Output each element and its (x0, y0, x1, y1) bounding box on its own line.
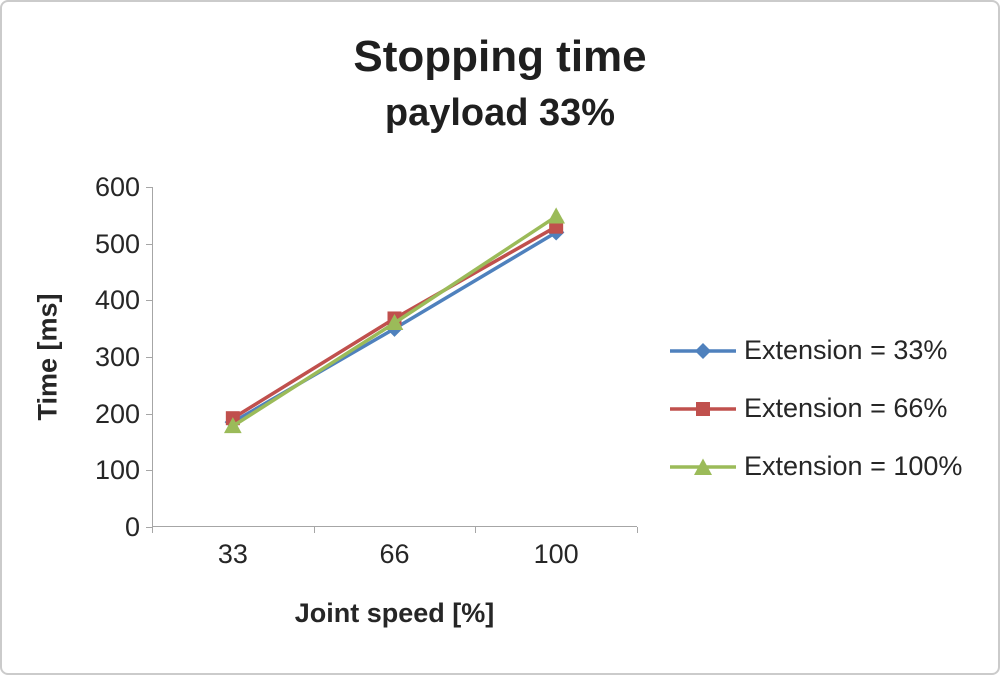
legend-item-extension-100: Extension = 100% (670, 451, 962, 482)
x-axis-title: Joint speed [%] (294, 598, 495, 628)
legend: Extension = 33% Extension = 66% Extensio… (670, 335, 962, 482)
x-tick-label: 33 (217, 539, 248, 569)
legend-marker-triangle-icon (670, 458, 736, 475)
x-tick-label: 66 (379, 539, 410, 569)
chart-subtitle: payload 33% (384, 92, 616, 134)
y-tick-label: 200 (94, 398, 140, 429)
y-tick-label: 100 (94, 455, 140, 486)
legend-label: Extension = 100% (744, 451, 963, 481)
legend-label: Extension = 33% (744, 335, 948, 365)
x-tick-label: 100 (533, 539, 579, 569)
legend-marker-square-icon (670, 401, 736, 416)
legend-marker-diamond-icon (670, 342, 736, 359)
y-tick-label: 600 (94, 172, 140, 202)
x-axis-tick-labels: 33 66 100 (152, 539, 637, 570)
y-axis-title: Time [ms] (30, 187, 66, 527)
y-tick-label: 400 (94, 285, 140, 316)
plot-area (146, 187, 638, 533)
legend-item-extension-66: Extension = 66% (670, 393, 962, 424)
y-tick-label: 500 (94, 228, 140, 259)
y-tick-label: 0 (124, 511, 140, 542)
legend-item-extension-33: Extension = 33% (670, 335, 962, 366)
chart-title: Stopping time (353, 32, 647, 81)
legend-label: Extension = 66% (744, 393, 948, 423)
y-axis-title-text: Time [ms] (32, 293, 63, 421)
y-axis-tick-labels: 600 500 400 300 200 100 0 (66, 173, 140, 541)
y-tick-label: 300 (94, 341, 140, 372)
